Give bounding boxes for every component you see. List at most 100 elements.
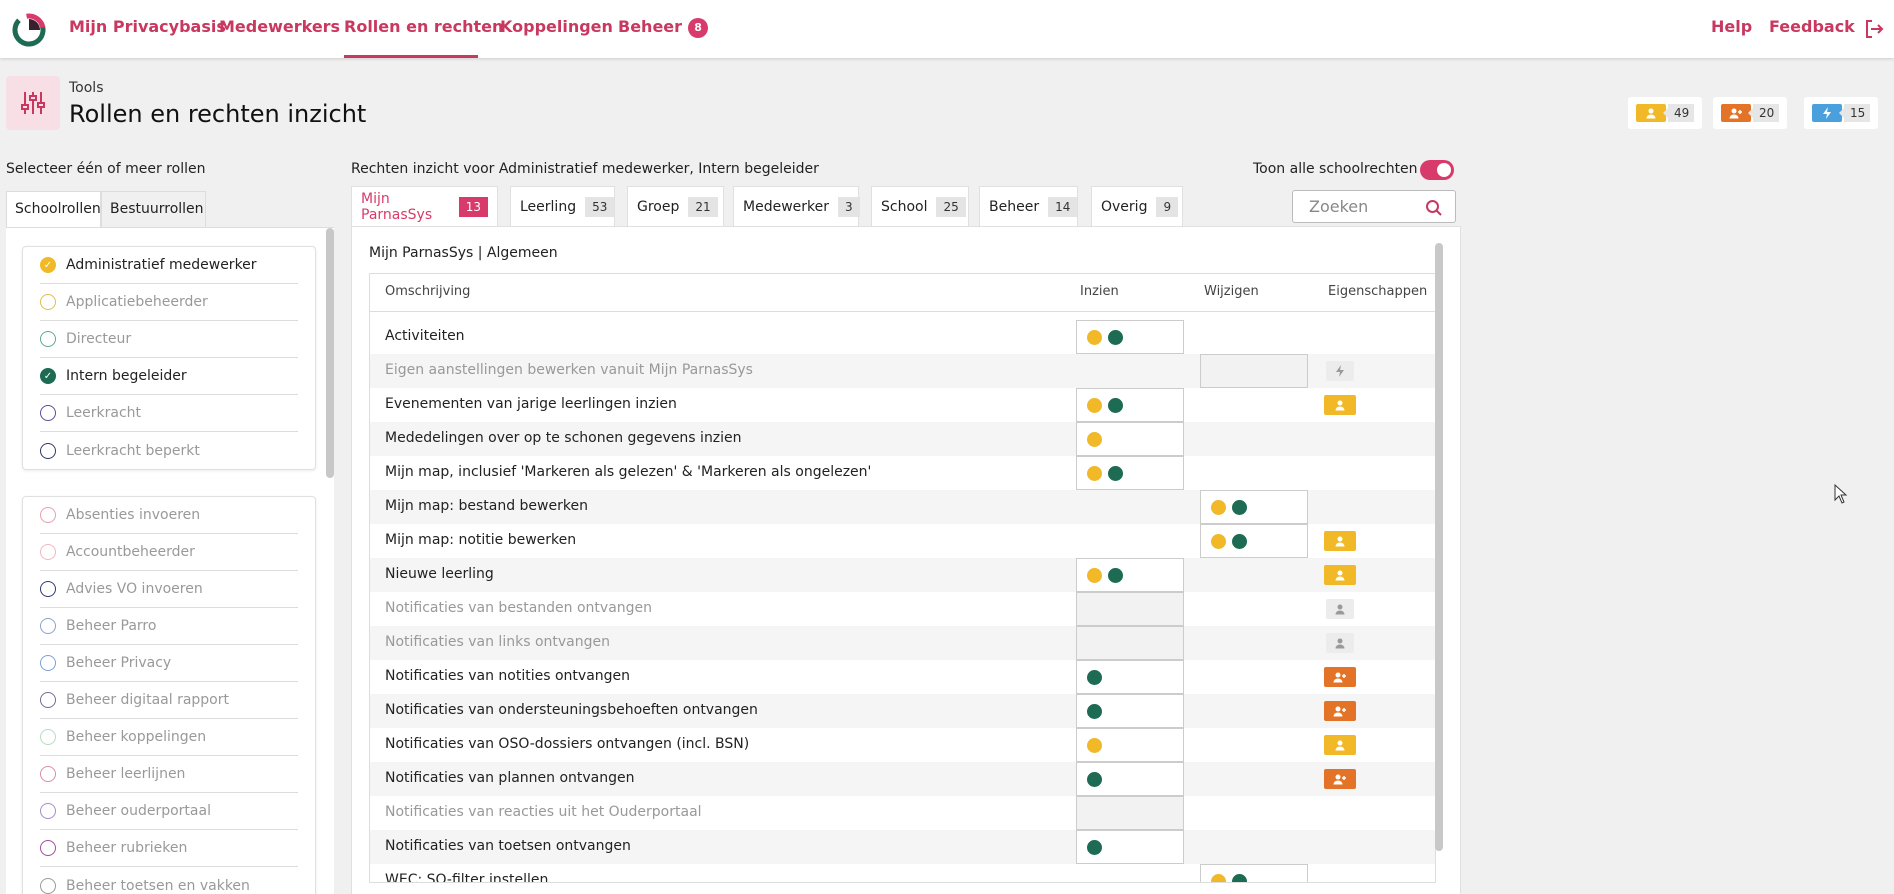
role-beheer-koppelingen[interactable]: Beheer koppelingen	[40, 719, 298, 756]
radio-circle-icon	[40, 331, 56, 347]
nav-beheer[interactable]: Beheer 8	[618, 17, 709, 38]
inzien-cell	[1076, 694, 1184, 728]
role-leerkracht[interactable]: Leerkracht	[40, 395, 298, 432]
person-plus-icon	[1324, 667, 1356, 687]
row-label: Activiteiten	[385, 328, 465, 344]
inzien-cell	[1076, 796, 1184, 830]
nav-rollen-en-rechten[interactable]: Rollen en rechten	[344, 17, 504, 36]
role-beheer-parro[interactable]: Beheer Parro	[40, 608, 298, 645]
breadcrumb-tools: Tools	[69, 80, 104, 96]
tab-count: 21	[688, 196, 718, 217]
role-beheer-ouderportaal[interactable]: Beheer ouderportaal	[40, 793, 298, 830]
logout-icon[interactable]	[1863, 18, 1885, 40]
radio-circle-icon	[40, 618, 56, 634]
inzien-cell	[1076, 592, 1184, 626]
table-row: Mijn map, inclusief 'Markeren als geleze…	[370, 456, 1435, 490]
role-advies-vo-invoeren[interactable]: Advies VO invoeren	[40, 571, 298, 608]
col-inzien: Inzien	[1080, 284, 1119, 299]
person-plus-icon	[1324, 701, 1356, 721]
tab-school[interactable]: School 25	[871, 186, 969, 226]
tab-medewerker[interactable]: Medewerker 3	[733, 186, 860, 226]
nav-feedback[interactable]: Feedback	[1769, 17, 1855, 36]
radio-circle-icon	[40, 840, 56, 856]
role-beheer-toetsen-en-vakken[interactable]: Beheer toetsen en vakken	[40, 867, 298, 894]
role-dot-administratief	[1087, 329, 1102, 345]
inzien-cell	[1076, 388, 1184, 422]
row-label: Notificaties van toetsen ontvangen	[385, 838, 631, 854]
roles-list-panel: ✓ Administratief medewerker Applicatiebe…	[6, 227, 334, 894]
mouse-cursor-icon	[1834, 484, 1848, 504]
role-label: Administratief medewerker	[66, 257, 257, 273]
tab-groep[interactable]: Groep 21	[627, 186, 724, 226]
nav-koppelingen[interactable]: Koppelingen	[500, 17, 613, 36]
tab-overig[interactable]: Overig 9	[1091, 186, 1183, 226]
role-label: Leerkracht beperkt	[66, 442, 200, 459]
row-label: Mijn map: notitie bewerken	[385, 532, 577, 548]
table-row: Notificaties van bestanden ontvangen	[370, 592, 1435, 626]
person-icon	[1324, 735, 1356, 755]
role-beheer-leerlijnen[interactable]: Beheer leerlijnen	[40, 756, 298, 793]
app-logo[interactable]	[12, 13, 46, 47]
role-dot-administratief	[1211, 499, 1226, 515]
radio-circle-icon	[40, 692, 56, 708]
role-intern-begeleider[interactable]: ✓ Intern begeleider	[40, 358, 298, 395]
roles-scrollbar[interactable]	[326, 228, 334, 478]
role-dot-intern-begeleider	[1108, 397, 1123, 413]
inzien-cell	[1076, 456, 1184, 490]
nav-medewerkers[interactable]: Medewerkers	[219, 17, 341, 36]
role-label: Intern begeleider	[66, 368, 187, 384]
radio-circle-icon	[40, 581, 56, 597]
check-icon: ✓	[40, 257, 56, 273]
role-directeur[interactable]: Directeur	[40, 321, 298, 358]
search-placeholder: Zoeken	[1309, 197, 1369, 216]
stat-bolt: 15	[1804, 97, 1879, 129]
rights-scrollbar[interactable]	[1435, 243, 1443, 851]
radio-circle-icon	[40, 729, 56, 745]
tab-leerling[interactable]: Leerling 53	[510, 186, 615, 226]
wijzigen-cell	[1200, 354, 1308, 388]
tab-bestuurrollen[interactable]: Bestuurrollen	[101, 191, 206, 227]
radio-circle-icon	[40, 655, 56, 671]
role-label: Beheer ouderportaal	[66, 803, 211, 819]
nav-mijn-privacybasis[interactable]: Mijn Privacybasis	[69, 17, 226, 36]
role-label: Beheer toetsen en vakken	[66, 877, 250, 894]
search-icon[interactable]	[1425, 199, 1443, 217]
tab-beheer[interactable]: Beheer 14	[979, 186, 1078, 226]
role-label: Applicatiebeheerder	[66, 294, 208, 310]
table-row: WEC: SO-filter instellen	[370, 864, 1435, 882]
role-dot-administratief	[1211, 873, 1226, 882]
search-input[interactable]: Zoeken	[1292, 190, 1456, 223]
role-accountbeheerder[interactable]: Accountbeheerder	[40, 534, 298, 571]
nav-beheer-label: Beheer	[618, 17, 683, 36]
tab-mijn-parnassys[interactable]: Mijn ParnasSys 13	[351, 186, 498, 226]
table-row: Activiteiten	[370, 320, 1435, 354]
radio-circle-icon	[40, 442, 56, 459]
role-leerkracht-beperkt[interactable]: Leerkracht beperkt	[40, 432, 298, 469]
tab-label: Groep	[637, 198, 680, 215]
role-absenties-invoeren[interactable]: Absenties invoeren	[40, 497, 298, 534]
radio-circle-icon	[40, 766, 56, 782]
role-applicatiebeheerder[interactable]: Applicatiebeheerder	[40, 284, 298, 321]
tab-label: Overig	[1101, 198, 1148, 215]
tab-count: 53	[585, 196, 615, 217]
inzien-cell	[1076, 830, 1184, 864]
stat-person: 49	[1628, 97, 1703, 129]
nav-help[interactable]: Help	[1711, 17, 1753, 36]
rights-table: Omschrijving Inzien Wijzigen Eigenschapp…	[369, 273, 1436, 883]
role-beheer-digitaal-rapport[interactable]: Beheer digitaal rapport	[40, 682, 298, 719]
roles-title: Selecteer één of meer rollen	[6, 161, 206, 177]
tab-schoolrollen[interactable]: Schoolrollen	[6, 191, 101, 227]
wijzigen-cell	[1200, 490, 1308, 524]
person-plus-icon	[1721, 104, 1751, 122]
role-beheer-privacy[interactable]: Beheer Privacy	[40, 645, 298, 682]
stat-bolt-count: 15	[1838, 104, 1871, 122]
row-label: Eigen aanstellingen bewerken vanuit Mijn…	[385, 362, 753, 378]
wijzigen-cell	[1200, 524, 1308, 558]
check-icon: ✓	[40, 368, 56, 384]
role-administratief-medewerker[interactable]: ✓ Administratief medewerker	[40, 247, 298, 284]
table-row: Notificaties van ondersteuningsbehoeften…	[370, 694, 1435, 728]
tab-count: 14	[1048, 196, 1078, 217]
show-all-rights-toggle[interactable]	[1420, 160, 1454, 180]
bolt-icon	[1326, 361, 1354, 381]
role-beheer-rubrieken[interactable]: Beheer rubrieken	[40, 830, 298, 867]
